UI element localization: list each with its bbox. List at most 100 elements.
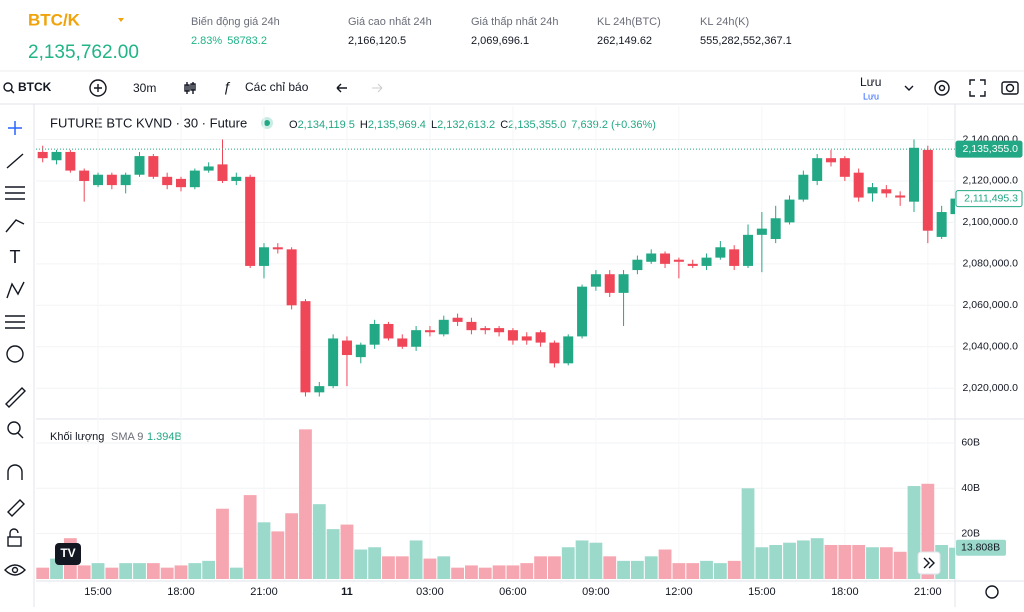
- ohlc-key: C: [500, 119, 508, 131]
- price-badge: [955, 190, 1023, 208]
- candle-body: [839, 158, 850, 177]
- volume-bar: [893, 551, 907, 579]
- x-tick-label: 18:00: [831, 586, 859, 598]
- candle-body: [258, 247, 269, 266]
- x-tick-label: 18:00: [167, 586, 195, 598]
- axis-settings[interactable]: [985, 585, 999, 599]
- ruler[interactable]: [5, 387, 26, 408]
- candle-body: [148, 156, 159, 177]
- candle-body: [590, 274, 601, 287]
- pair-dropdown[interactable]: [118, 18, 124, 22]
- lock[interactable]: [7, 536, 22, 547]
- volume-sma-value: 1.394B: [147, 431, 182, 443]
- candle-body: [673, 259, 684, 262]
- x-tick-label: 11: [341, 586, 353, 598]
- candle-body: [438, 319, 449, 335]
- zoom[interactable]: [7, 421, 21, 435]
- volume-bar: [395, 556, 409, 579]
- y-tick-label: 2,080,000.0: [963, 258, 1019, 270]
- candle-body: [369, 323, 380, 345]
- compare[interactable]: [89, 79, 107, 97]
- svg-text:TV: TV: [60, 546, 75, 560]
- y2-tick-label: 60B: [961, 437, 980, 449]
- volume-bar: [188, 563, 202, 579]
- stat-label: KL 24h(K): [700, 16, 749, 28]
- candle-body: [729, 249, 740, 266]
- candle-body: [881, 189, 892, 194]
- toolbar: BTCK 30m ƒ Các chỉ báo Lưu Lưu: [3, 75, 1019, 101]
- volume-bar: [77, 565, 91, 579]
- volume-bar: [755, 547, 769, 579]
- volume-bar: [603, 556, 617, 579]
- stat-value: 2.83%: [191, 35, 222, 47]
- volume-bar: [879, 547, 893, 579]
- x-tick-label: 03:00: [416, 586, 444, 598]
- trend-line[interactable]: [6, 153, 24, 169]
- prediction[interactable]: [5, 315, 25, 329]
- crosshair[interactable]: [8, 121, 22, 135]
- volume-bar: [119, 563, 133, 579]
- hide[interactable]: [4, 564, 26, 576]
- ohlc-value: 2,135,355.0: [508, 119, 566, 131]
- volume-bar: [534, 556, 547, 579]
- volume-bar: [285, 513, 299, 579]
- volume-bar: [229, 567, 243, 579]
- volume-bar: [741, 488, 755, 579]
- ohlc-value: 2,132,613.2: [437, 119, 495, 131]
- pair[interactable]: BTC/K: [28, 10, 81, 29]
- magnet[interactable]: [7, 464, 23, 480]
- fib[interactable]: [5, 186, 25, 200]
- volume-bar: [36, 567, 50, 579]
- symbol[interactable]: BTCK: [18, 80, 52, 94]
- fullscreen[interactable]: [969, 79, 986, 97]
- volume-bar: [340, 524, 354, 579]
- candle-body: [300, 301, 311, 393]
- x-tick-label: 21:00: [250, 586, 278, 598]
- emoji[interactable]: [6, 345, 24, 363]
- x-tick-label: 21:00: [914, 586, 942, 598]
- text-tool[interactable]: T: [10, 247, 21, 267]
- y-tick-label: 2,060,000.0: [963, 299, 1019, 311]
- candle-body: [203, 166, 214, 171]
- candle-body: [936, 212, 947, 237]
- candle-body: [452, 317, 463, 322]
- pattern[interactable]: [6, 281, 25, 299]
- candle-body: [176, 178, 186, 188]
- candle-body: [79, 170, 90, 181]
- undo[interactable]: [336, 83, 347, 93]
- volume-bar: [630, 560, 644, 579]
- save-menu[interactable]: [904, 85, 914, 91]
- volume-bar: [672, 563, 686, 579]
- save[interactable]: Lưu: [860, 75, 881, 89]
- indicators[interactable]: Các chỉ báo: [245, 80, 309, 94]
- volume-bar: [299, 429, 312, 579]
- chart-title: FUTURE BTC KVND · 30 · Future: [50, 115, 247, 130]
- redo[interactable]: [372, 83, 383, 93]
- interval[interactable]: 30m: [133, 81, 156, 95]
- stat-label: Giá thấp nhất 24h: [471, 16, 558, 28]
- volume-bar: [949, 547, 955, 579]
- drawing-tools: T: [4, 121, 26, 576]
- volume-bar: [561, 547, 575, 579]
- brush[interactable]: [5, 219, 25, 233]
- logo[interactable]: [55, 543, 81, 565]
- candle-body: [770, 218, 781, 239]
- volume-bar: [146, 563, 160, 579]
- candle-body: [93, 174, 104, 186]
- candle-body: [895, 195, 906, 198]
- settings[interactable]: [934, 80, 950, 96]
- y-tick-label: 2,120,000.0: [963, 175, 1019, 187]
- candle-body: [715, 247, 726, 258]
- volume-bar: [326, 529, 340, 579]
- candle-body: [507, 330, 518, 341]
- lock-draw[interactable]: [7, 499, 25, 517]
- candle-body: [411, 330, 422, 347]
- candle-body: [162, 176, 173, 186]
- candle-body: [134, 156, 145, 175]
- screenshot[interactable]: [1001, 81, 1019, 95]
- volume-bar: [852, 544, 866, 579]
- candle-body: [826, 158, 837, 163]
- candle-body: [922, 149, 933, 231]
- candle-body: [756, 228, 767, 235]
- volume-bar: [354, 549, 368, 579]
